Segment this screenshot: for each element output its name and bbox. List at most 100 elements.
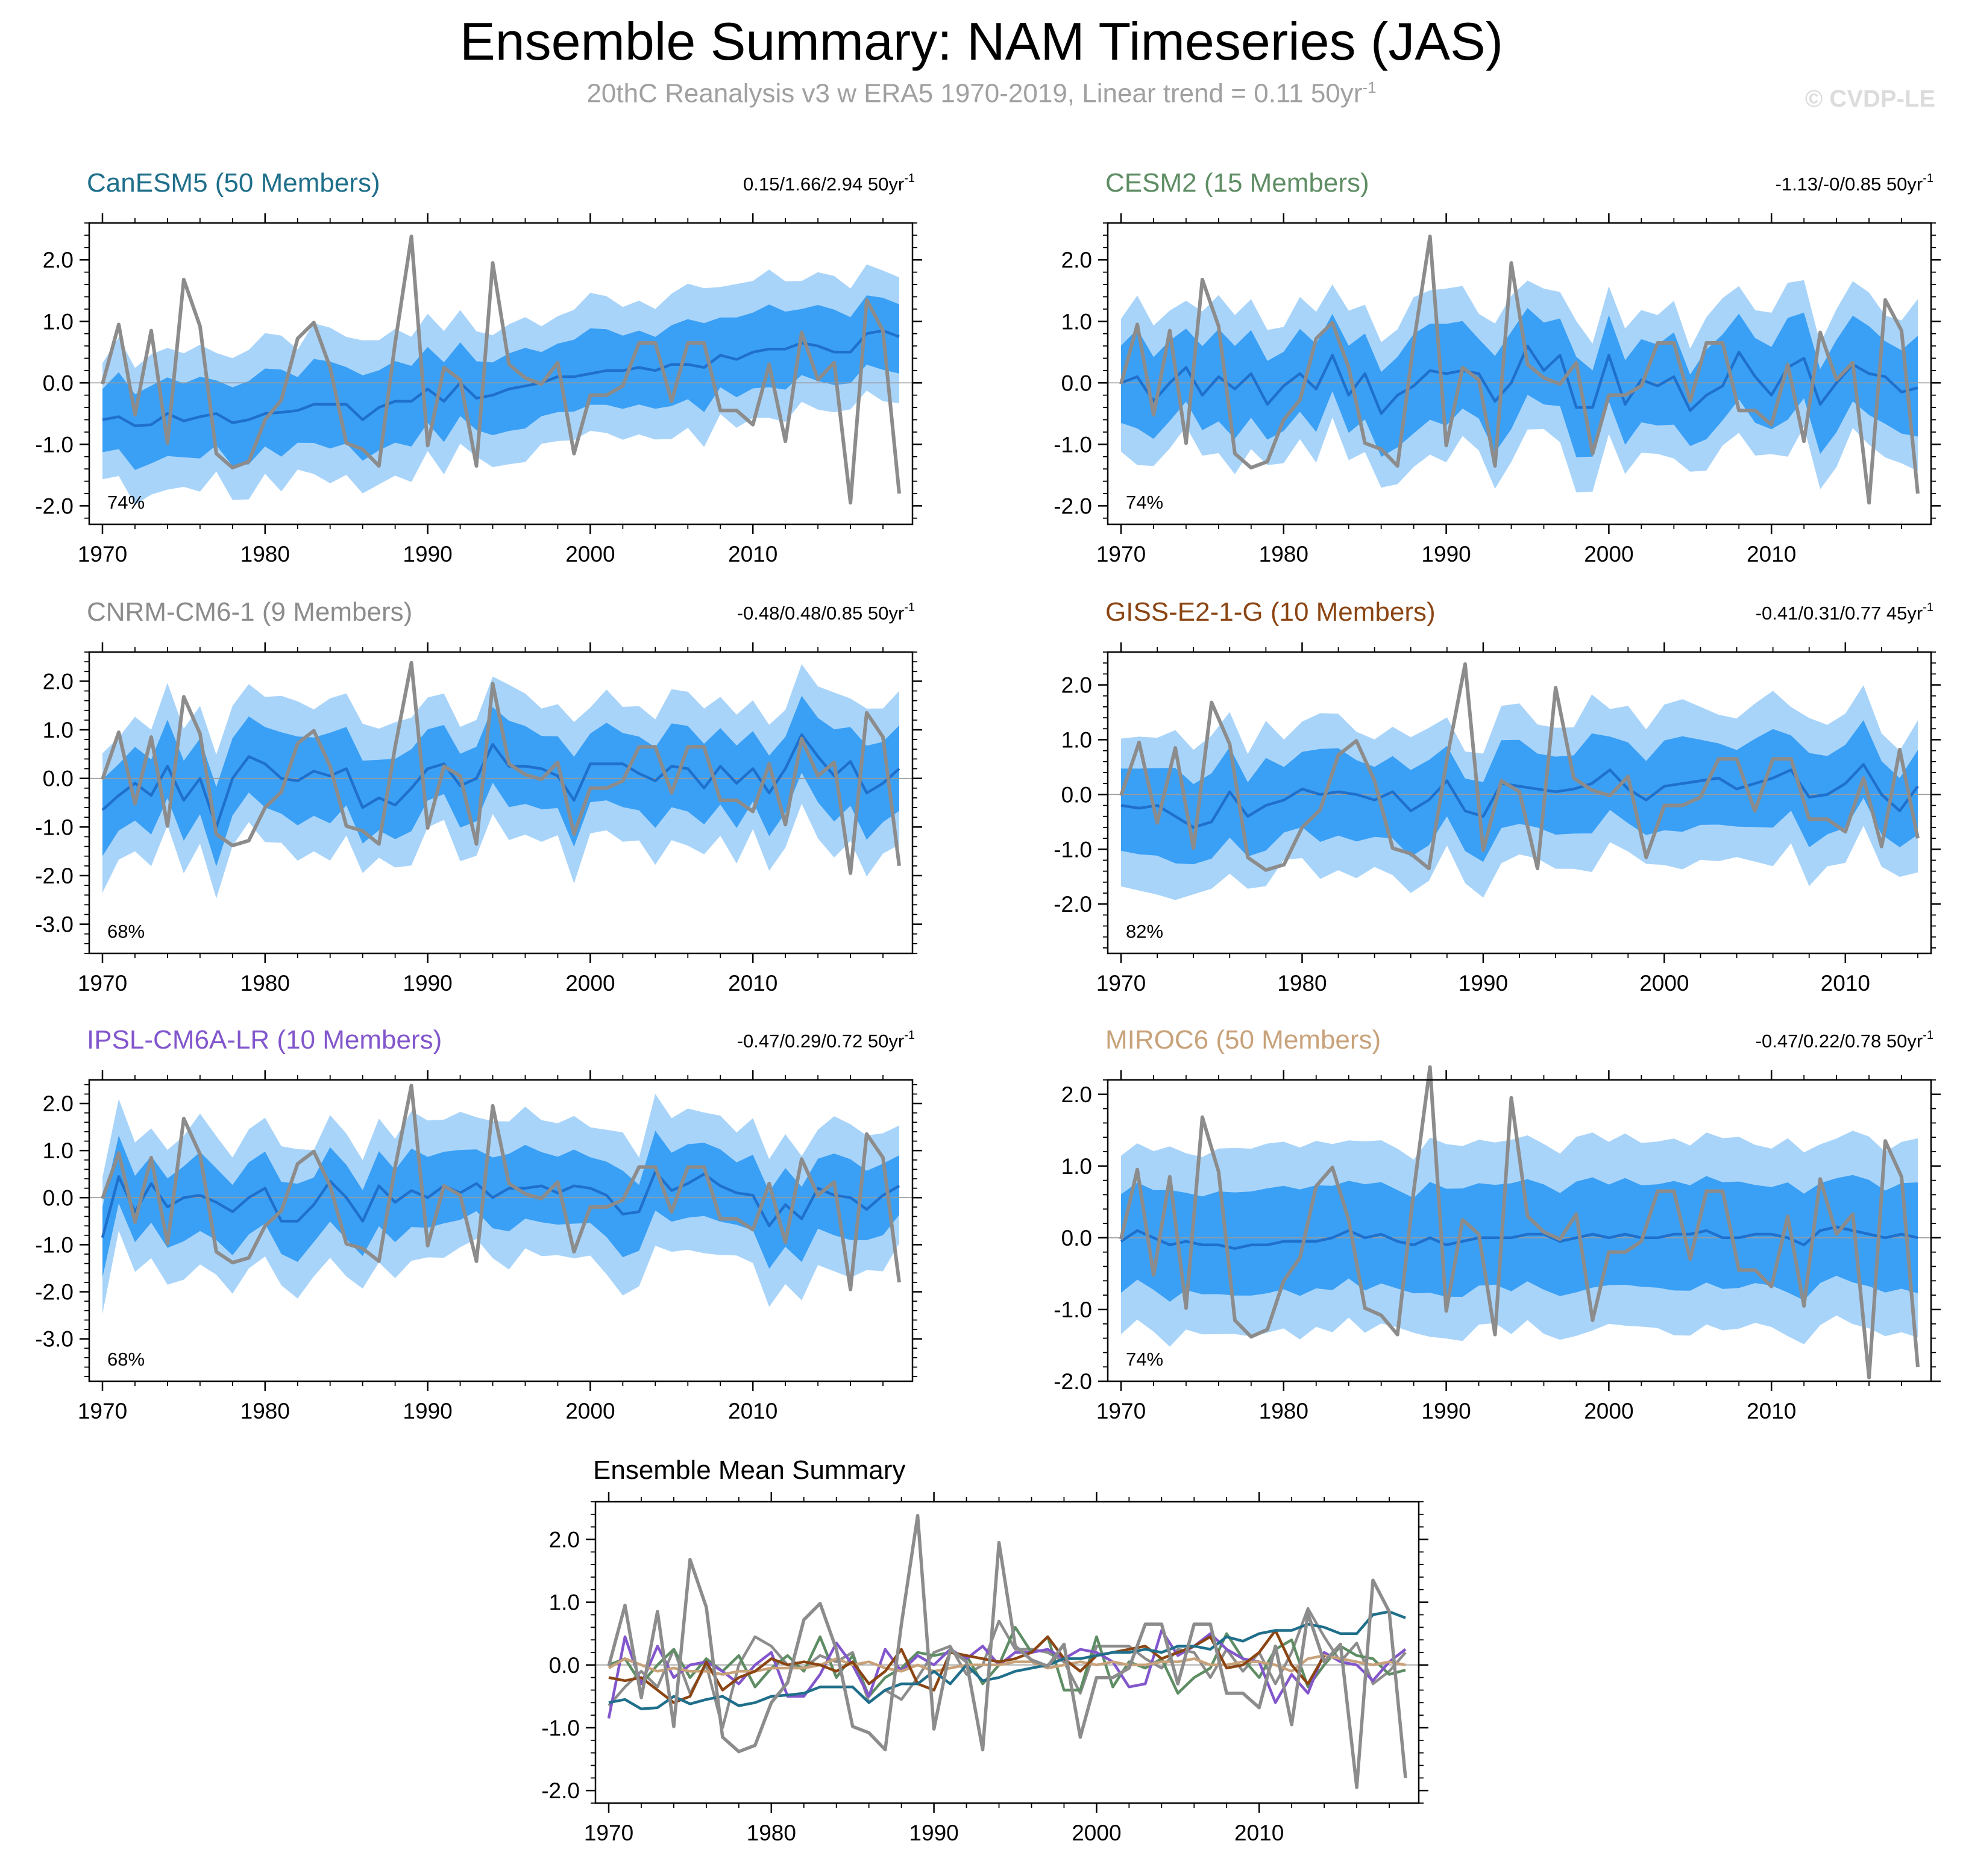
y-tick-label: 1.0 xyxy=(43,1138,74,1163)
panel-giss-e2-1-g: -2.0 -1.0 0.0 1.0 2.0 1970 1980 1990 2000 2010 GIS… xyxy=(1054,597,1941,996)
plot-frame xyxy=(1107,222,1932,525)
trend-value: -1.13/-0/0.85 50yr xyxy=(1776,174,1923,195)
x-tick-label: 1990 xyxy=(909,1821,958,1845)
subtitle-text: 20thC Reanalysis v3 w ERA5 1970-2019, Li… xyxy=(586,78,1363,108)
x-tick-label: 2010 xyxy=(1821,971,1870,996)
y-tick-label: 1.0 xyxy=(43,309,74,334)
x-tick-label: 1970 xyxy=(78,971,127,996)
y-tick-label: -3.0 xyxy=(35,912,74,937)
y-tick-label: 0.0 xyxy=(1061,371,1092,395)
plot-frame xyxy=(88,651,914,955)
observation-line xyxy=(1119,1065,1920,1379)
trend-label: -0.47/0.22/0.78 50yr-1 xyxy=(1756,1029,1933,1052)
ensemble-mean-line xyxy=(1120,1225,1918,1250)
figure-subtitle: 20thC Reanalysis v3 w ERA5 1970-2019, Li… xyxy=(0,78,1963,109)
y-tick-label: 1.0 xyxy=(1061,1154,1092,1179)
x-tick-label: 2000 xyxy=(565,1399,615,1423)
series-line-ipsl-cm6a-lr xyxy=(607,1629,1407,1719)
x-tick-label: 2000 xyxy=(565,971,615,996)
y-tick-label: -1.0 xyxy=(541,1716,580,1740)
y-tick-label: 1.0 xyxy=(43,718,74,742)
y-tick-label: -1.0 xyxy=(1054,1297,1092,1322)
x-tick-label: 1980 xyxy=(240,542,290,566)
x-tick-label: 2000 xyxy=(1639,971,1689,996)
y-tick-label: -1.0 xyxy=(35,815,74,839)
x-tick-label: 1980 xyxy=(1277,971,1327,996)
series-line-observations xyxy=(607,1514,1407,1789)
y-tick-label: 2.0 xyxy=(549,1528,580,1552)
y-tick-label: -2.0 xyxy=(1054,892,1092,917)
x-tick-label: 2000 xyxy=(1072,1821,1121,1845)
subtitle-sup: -1 xyxy=(1362,78,1377,96)
y-tick-label: 2.0 xyxy=(1061,673,1092,698)
panel-miroc6: -2.0 -1.0 0.0 1.0 2.0 1970 1980 1990 2000 2010 MIR… xyxy=(1054,1025,1941,1423)
x-tick-label: 1990 xyxy=(1421,542,1471,566)
x-tick-label: 2010 xyxy=(728,971,777,996)
panel-cesm2: -2.0 -1.0 0.0 1.0 2.0 1970 1980 1990 2000 2010 CES… xyxy=(1054,168,1941,566)
ensemble-mean-line xyxy=(1120,763,1919,829)
y-tick-label: 1.0 xyxy=(549,1590,580,1615)
observation-line xyxy=(101,234,901,505)
x-tick-label: 2000 xyxy=(1584,542,1633,566)
x-tick-label: 1980 xyxy=(1259,542,1308,566)
trend-label: 0.15/1.66/2.94 50yr-1 xyxy=(743,172,915,195)
trend-value: -0.41/0.31/0.77 45yr xyxy=(1756,603,1923,624)
panel-title: CNRM-CM6-1 (9 Members) xyxy=(87,597,412,627)
trend-sup: -1 xyxy=(904,172,915,185)
percent-label: 68% xyxy=(107,921,145,942)
y-tick-label: -2.0 xyxy=(35,864,74,888)
y-tick-label: -1.0 xyxy=(1054,837,1092,862)
y-tick-label: 2.0 xyxy=(1061,248,1092,272)
series-line-miroc6 xyxy=(608,1654,1406,1676)
y-tick-label: 2.0 xyxy=(43,669,74,694)
panel-canesm5: -2.0 -1.0 0.0 1.0 2.0 1970 1980 1990 2000 2010 Can… xyxy=(35,168,922,566)
percent-label: 74% xyxy=(107,492,145,513)
y-tick-label: -1.0 xyxy=(35,432,74,457)
percent-label: 74% xyxy=(1126,492,1163,513)
trend-sup: -1 xyxy=(904,601,915,614)
trend-sup: -1 xyxy=(904,1029,915,1042)
percent-label: 74% xyxy=(1126,1349,1163,1370)
y-tick-label: 2.0 xyxy=(43,1091,74,1116)
y-tick-label: -3.0 xyxy=(35,1327,74,1352)
inner-spread-band xyxy=(1121,1175,1918,1302)
x-tick-label: 1970 xyxy=(1096,1399,1146,1423)
panel-title: MIROC6 (50 Members) xyxy=(1105,1025,1381,1055)
series-line-canesm5 xyxy=(608,1610,1406,1711)
panel-title: CESM2 (15 Members) xyxy=(1105,168,1369,198)
y-tick-label: 0.0 xyxy=(43,371,74,395)
watermark: © CVDP-LE xyxy=(1804,86,1935,112)
trend-value: -0.48/0.48/0.85 50yr xyxy=(737,603,904,624)
panel-title: CanESM5 (50 Members) xyxy=(87,168,380,198)
x-tick-label: 1980 xyxy=(747,1821,796,1845)
x-tick-label: 1980 xyxy=(240,1399,290,1423)
x-tick-label: 2010 xyxy=(728,542,777,566)
x-tick-label: 1990 xyxy=(403,971,452,996)
y-tick-label: -2.0 xyxy=(35,1280,74,1305)
panel-summary: -2.0 -1.0 0.0 1.0 2.0 1970 1980 1990 2000 2010 Ens… xyxy=(541,1455,1428,1845)
x-tick-label: 1970 xyxy=(584,1821,633,1845)
plot-frame xyxy=(88,222,914,525)
panel-title: GISS-E2-1-G (10 Members) xyxy=(1105,597,1436,627)
panel-title: IPSL-CM6A-LR (10 Members) xyxy=(87,1025,442,1055)
y-tick-label: -2.0 xyxy=(541,1778,580,1803)
x-tick-label: 1970 xyxy=(1096,971,1146,996)
observation-line xyxy=(101,660,901,875)
ensemble-mean-line xyxy=(101,733,900,829)
plot-frame xyxy=(1107,1079,1932,1382)
x-tick-label: 1990 xyxy=(1421,1399,1471,1423)
trend-sup: -1 xyxy=(1923,601,1933,614)
summary-title: Ensemble Mean Summary xyxy=(593,1455,905,1485)
y-tick-label: 0.0 xyxy=(1061,782,1092,807)
y-tick-label: -2.0 xyxy=(1054,1369,1092,1394)
y-tick-label: 1.0 xyxy=(1061,309,1092,334)
figure-title: Ensemble Summary: NAM Timeseries (JAS) xyxy=(459,11,1504,71)
x-tick-label: 2010 xyxy=(1234,1821,1284,1845)
ensemble-mean-line xyxy=(101,1170,900,1238)
percent-label: 68% xyxy=(107,1349,145,1370)
x-tick-label: 1990 xyxy=(1459,971,1508,996)
y-tick-label: 0.0 xyxy=(43,767,74,791)
y-tick-label: -2.0 xyxy=(1054,494,1092,518)
observation-line xyxy=(101,1084,901,1291)
